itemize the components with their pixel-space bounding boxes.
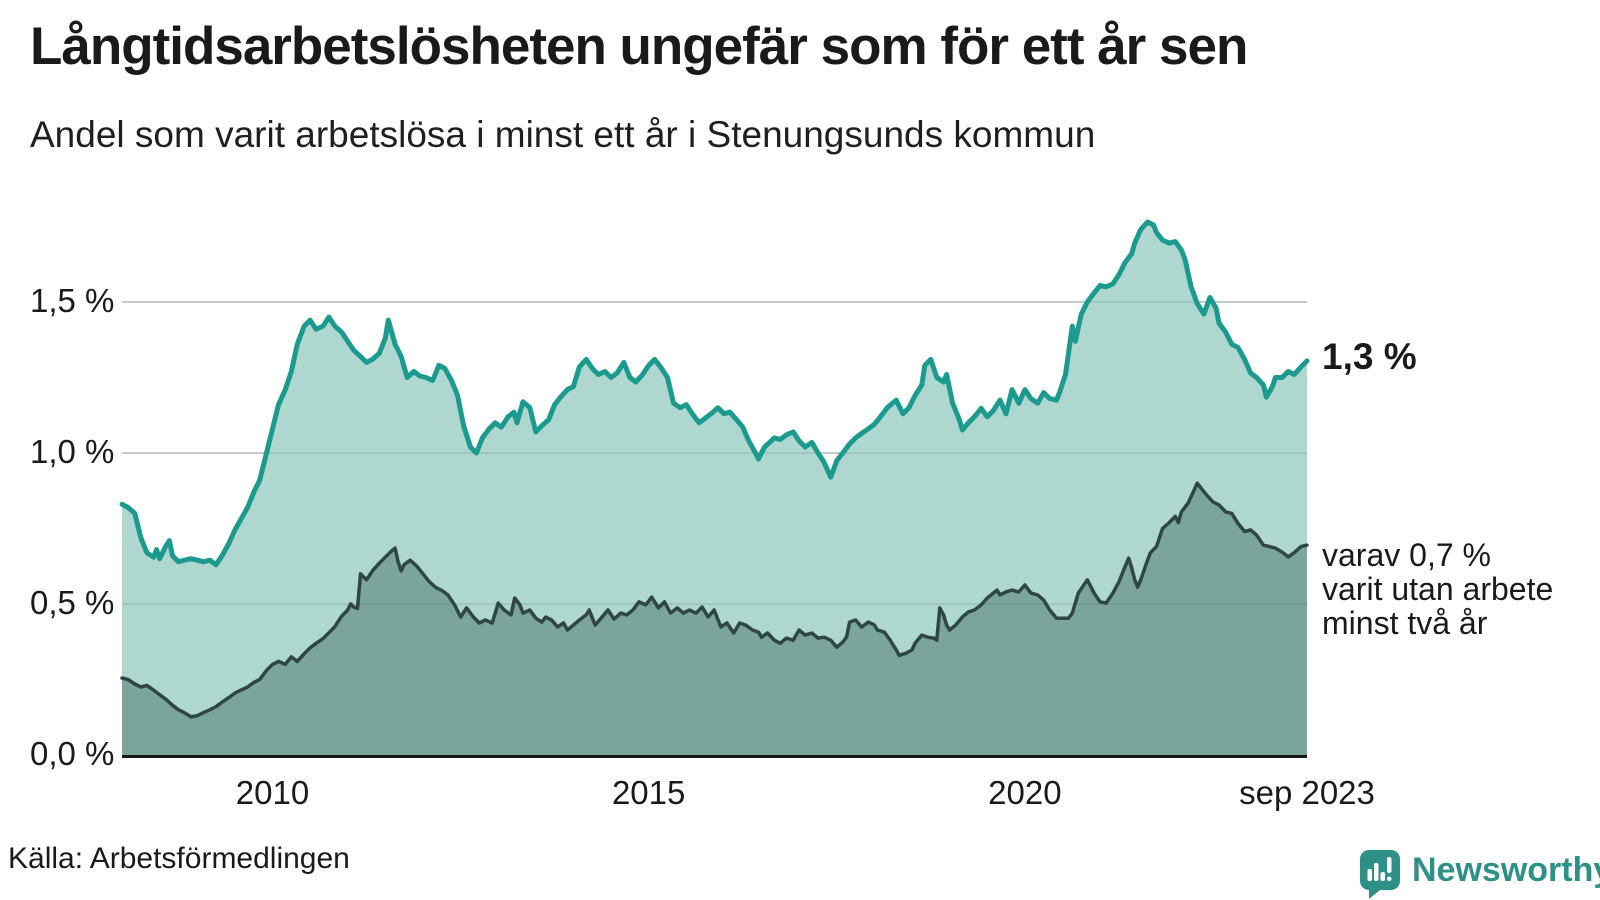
subseries-annotation: varav 0,7 % varit utan arbete minst två … [1322, 538, 1553, 640]
source-label: Källa: Arbetsförmedlingen [8, 842, 350, 875]
series-line [119, 219, 1310, 568]
subseries-annotation-line: varit utan arbete [1322, 571, 1554, 607]
y-tick-label: 1,0 % [30, 433, 115, 471]
x-tick-label: 2015 [611, 774, 686, 811]
y-tick-label: 0,0 % [30, 735, 115, 773]
x-tick-label: 2010 [235, 774, 310, 811]
x-tick-label: sep 2023 [1239, 774, 1375, 811]
series-line [120, 481, 1309, 719]
newsworthy-logo[interactable]: Newsworthy [1358, 848, 1600, 900]
newsworthy-wordmark: Newsworthy [1412, 851, 1600, 889]
subseries-annotation-line: varav 0,7 % [1322, 537, 1491, 573]
page-title: Långtidsarbetslösheten ungefär som för e… [30, 17, 1248, 76]
chart-subtitle: Andel som varit arbetslösa i minst ett å… [30, 114, 1096, 155]
y-tick-label: 1,5 % [30, 282, 115, 320]
subseries-annotation-line: minst två år [1322, 605, 1488, 641]
x-tick-label: 2020 [988, 774, 1062, 811]
newsworthy-bubble-chart-icon [1360, 850, 1400, 899]
y-tick-label: 0,5 % [30, 584, 115, 622]
latest-value-label: 1,3 % [1322, 336, 1417, 377]
area-fill [122, 483, 1307, 755]
